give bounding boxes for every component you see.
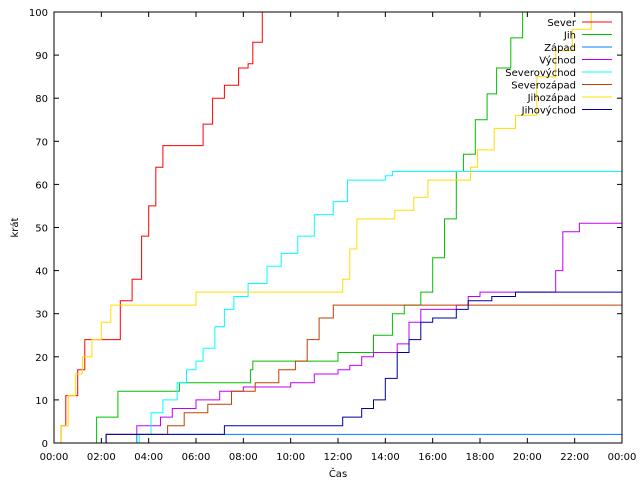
x-tick-label: 18:00: [466, 452, 495, 463]
y-tick-label: 90: [35, 51, 48, 62]
legend-label: Jihozápad: [527, 92, 576, 104]
series-line-3: [103, 222, 622, 444]
y-tick-label: 30: [35, 310, 48, 321]
y-tick-label: 70: [35, 137, 48, 148]
y-tick-label: 50: [35, 224, 48, 235]
series-line-2: [134, 433, 622, 444]
x-tick-label: 00:00: [40, 452, 69, 463]
y-tick-label: 100: [29, 8, 48, 19]
legend-label: Sever: [547, 18, 577, 29]
series-line-7: [103, 291, 622, 444]
x-tick-label: 06:00: [182, 452, 211, 463]
y-tick-label: 60: [35, 180, 48, 191]
x-tick-label: 22:00: [560, 452, 589, 463]
x-tick-label: 04:00: [134, 452, 163, 463]
legend-label: Severozápad: [511, 80, 576, 92]
x-tick-label: 20:00: [513, 452, 542, 463]
y-tick-label: 40: [35, 267, 48, 278]
x-tick-label: 16:00: [418, 452, 447, 463]
x-tick-label: 08:00: [229, 452, 258, 463]
y-tick-label: 10: [35, 396, 48, 407]
y-tick-label: 0: [42, 439, 48, 450]
series-line-4: [134, 171, 622, 444]
legend-label: Východ: [539, 55, 576, 67]
series-line-0: [56, 12, 263, 444]
series-line-1: [91, 12, 524, 444]
x-axis-label: Čas: [329, 467, 347, 480]
y-axis-label: krát: [9, 217, 21, 237]
legend-label: Jihovýchod: [521, 105, 576, 117]
y-tick-label: 80: [35, 94, 48, 105]
legend-label: Severovýchod: [505, 67, 576, 79]
x-tick-label: 02:00: [87, 452, 116, 463]
x-tick-label: 12:00: [324, 452, 353, 463]
x-tick-label: 14:00: [371, 452, 400, 463]
x-tick-label: 00:00: [608, 452, 637, 463]
series-line-5: [101, 304, 622, 444]
x-tick-label: 10:00: [276, 452, 305, 463]
y-axis: 0 10 20 30 40 50 60 70 80 90 100: [29, 8, 622, 450]
legend-label: Jih: [563, 31, 576, 42]
legend: Sever JihZápadVýchodSeverovýchodSeverozáp…: [505, 18, 612, 117]
x-axis: 00:00 02:00 04:00 06:00 08:00 10:00 12:00 14:00…: [40, 12, 637, 463]
series-line-6: [56, 12, 592, 444]
legend-label: Západ: [544, 42, 576, 54]
y-tick-label: 20: [35, 353, 48, 364]
